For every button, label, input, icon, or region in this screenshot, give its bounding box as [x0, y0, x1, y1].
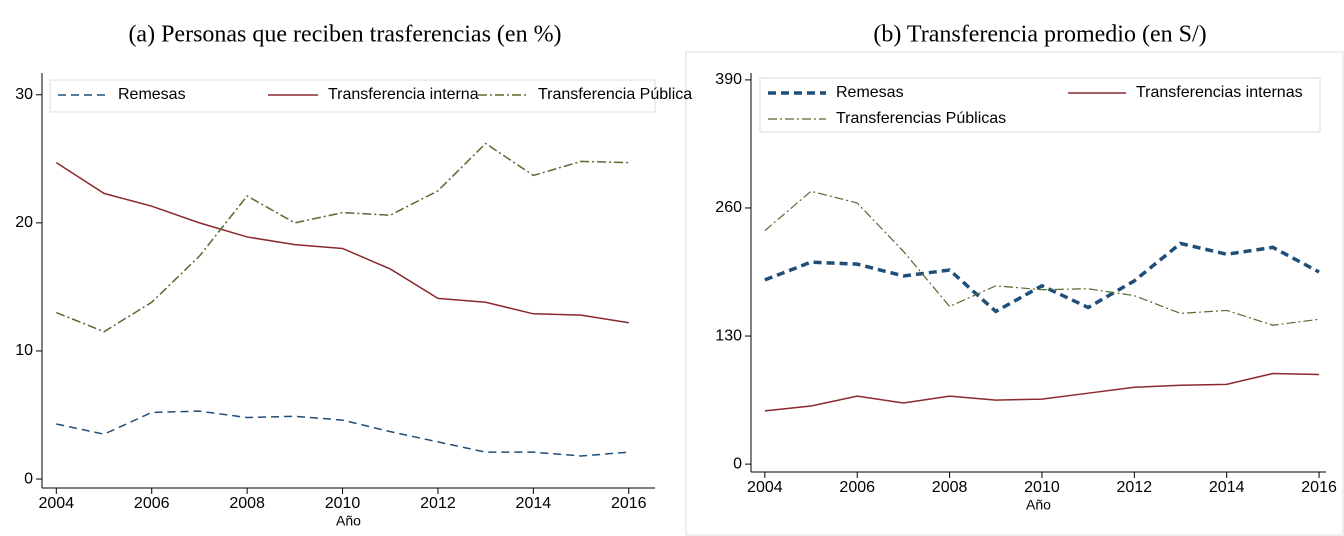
x-tick-label: 2016: [611, 495, 647, 512]
series-line: [56, 142, 629, 333]
x-tick-label: 2010: [325, 495, 361, 512]
series-line: [764, 241, 1320, 314]
x-tick-label: 2006: [839, 479, 875, 496]
legend-label: Remesas: [118, 86, 186, 103]
y-tick-label: 20: [15, 214, 33, 231]
x-axis-label: Año: [1026, 497, 1051, 513]
chart-title: (b) Transferencia promedio (en S/): [873, 22, 1206, 48]
y-tick-label: 0: [24, 470, 33, 487]
y-tick-label: 10: [15, 342, 33, 359]
panel-border: [685, 51, 1344, 536]
x-tick-label: 2004: [747, 479, 783, 496]
series-line: [55, 162, 629, 324]
x-tick-label: 2008: [229, 495, 265, 512]
x-tick-label: 2012: [1117, 479, 1153, 496]
y-tick-label: 390: [715, 71, 742, 88]
x-tick-label: 2012: [420, 495, 456, 512]
y-tick-label: 30: [15, 86, 33, 103]
x-axis-label: Año: [336, 513, 361, 529]
legend-label: Transferencias Públicas: [836, 110, 1006, 127]
x-tick-label: 2014: [516, 495, 552, 512]
legend-label: Transferencias internas: [1136, 84, 1303, 101]
y-tick-label: 260: [715, 199, 742, 216]
legend-label: Transferencia interna: [328, 86, 479, 103]
x-tick-label: 2014: [1209, 479, 1245, 496]
x-tick-label: 2008: [932, 479, 968, 496]
legend-label: Remesas: [836, 84, 904, 101]
x-tick-label: 2010: [1024, 479, 1060, 496]
y-tick-label: 130: [715, 327, 742, 344]
series-line: [764, 190, 1320, 326]
chart-title: (a) Personas que reciben trasferencias (…: [128, 22, 561, 48]
x-tick-label: 2006: [134, 495, 170, 512]
y-tick-label: 0: [733, 455, 742, 472]
legend-box: [49, 79, 656, 113]
legend-box: [759, 77, 1321, 133]
x-tick-label: 2016: [1301, 479, 1337, 496]
series-line: [764, 372, 1320, 412]
series-line: [56, 410, 629, 457]
x-tick-label: 2004: [39, 495, 75, 512]
legend-label: Transferencia Pública: [538, 86, 692, 103]
